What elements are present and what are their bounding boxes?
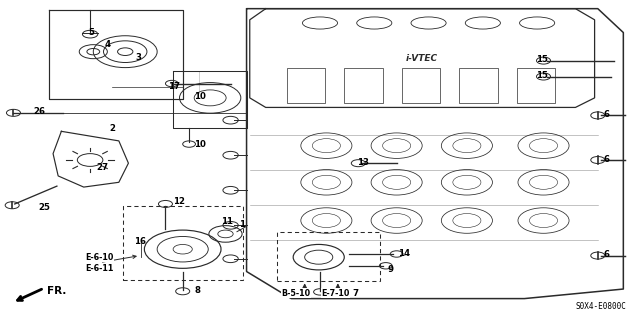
Text: 6: 6 bbox=[603, 110, 609, 119]
Text: 7: 7 bbox=[352, 289, 358, 298]
Text: E-6-10: E-6-10 bbox=[86, 253, 114, 262]
Text: 8: 8 bbox=[195, 286, 200, 295]
Text: 9: 9 bbox=[387, 265, 393, 275]
Text: 1: 1 bbox=[239, 220, 245, 229]
Text: 17: 17 bbox=[168, 82, 180, 91]
Text: 5: 5 bbox=[88, 28, 94, 37]
Text: E-6-11: E-6-11 bbox=[86, 264, 114, 273]
Text: 15: 15 bbox=[536, 71, 548, 80]
Text: S0X4-E0800C: S0X4-E0800C bbox=[575, 302, 627, 311]
Text: 16: 16 bbox=[134, 237, 146, 246]
Bar bbox=[516, 68, 555, 103]
Text: 26: 26 bbox=[33, 107, 45, 116]
Bar bbox=[402, 68, 440, 103]
Text: 15: 15 bbox=[536, 55, 548, 64]
Bar bbox=[287, 68, 325, 103]
Text: FR.: FR. bbox=[47, 286, 66, 296]
Text: i-VTEC: i-VTEC bbox=[406, 54, 438, 63]
Text: 2: 2 bbox=[109, 124, 115, 132]
Text: 27: 27 bbox=[97, 163, 109, 172]
Text: 6: 6 bbox=[603, 155, 609, 164]
Text: 10: 10 bbox=[194, 140, 206, 149]
Text: 10: 10 bbox=[194, 92, 206, 101]
Text: 3: 3 bbox=[135, 53, 141, 62]
Text: E-7-10: E-7-10 bbox=[321, 289, 349, 298]
Bar bbox=[344, 68, 383, 103]
Text: 4: 4 bbox=[104, 40, 111, 49]
Text: 14: 14 bbox=[398, 249, 410, 258]
Text: 12: 12 bbox=[173, 197, 186, 206]
Bar bbox=[124, 205, 243, 280]
Text: 25: 25 bbox=[38, 203, 50, 212]
Text: 13: 13 bbox=[357, 158, 369, 167]
Bar bbox=[276, 232, 380, 281]
Text: 11: 11 bbox=[221, 217, 234, 226]
Bar bbox=[460, 68, 497, 103]
Text: B-5-10: B-5-10 bbox=[281, 289, 310, 298]
Text: 6: 6 bbox=[603, 251, 609, 260]
